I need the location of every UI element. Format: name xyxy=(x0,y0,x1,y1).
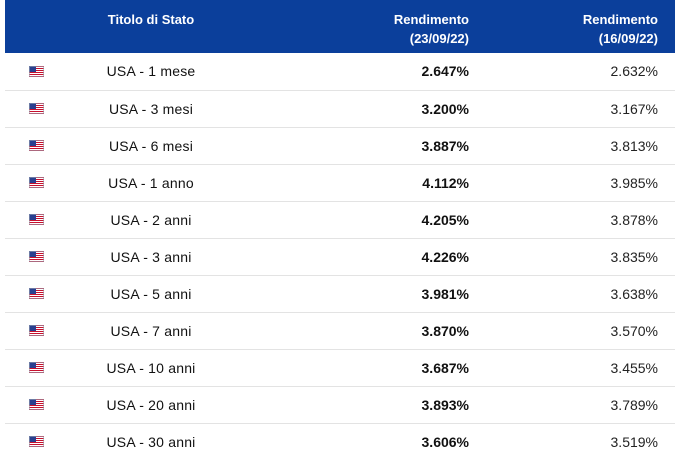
prior-yield-value: 3.878% xyxy=(610,211,658,228)
prior-yield-value: 3.455% xyxy=(610,359,658,376)
prior-yield-value: 2.632% xyxy=(610,63,658,80)
us-flag-icon xyxy=(29,65,62,77)
current-yield-value: 3.687% xyxy=(421,359,469,376)
header-prior-yield-label: Rendimento xyxy=(582,12,658,27)
bond-name: USA - 3 mesi xyxy=(108,100,194,117)
us-flag-icon xyxy=(29,288,62,299)
bond-name: USA - 1 mese xyxy=(106,63,196,80)
table-header-row: Titolo di Stato Rendimento (23/09/22) Re… xyxy=(5,0,675,53)
treasury-yield-table: Titolo di Stato Rendimento (23/09/22) Re… xyxy=(5,0,675,460)
current-yield-value: 4.205% xyxy=(421,211,469,228)
current-yield-value: 4.226% xyxy=(421,248,469,265)
header-prior-yield-date: (16/09/22) xyxy=(598,31,658,46)
flag-cell xyxy=(5,238,63,275)
header-prior-yield-column: Rendimento (16/09/22) xyxy=(486,0,675,53)
flag-cell xyxy=(5,127,63,164)
bond-name: USA - 5 anni xyxy=(110,285,192,302)
flag-cell xyxy=(5,386,63,423)
prior-yield-value: 3.789% xyxy=(610,396,658,413)
bond-name: USA - 6 mesi xyxy=(108,137,194,154)
flag-cell xyxy=(5,349,63,386)
current-yield-value: 3.893% xyxy=(421,396,469,413)
current-yield-value: 3.200% xyxy=(421,100,469,117)
us-flag-icon xyxy=(29,325,62,336)
current-yield-value: 3.981% xyxy=(421,285,469,302)
prior-yield-value: 3.570% xyxy=(610,322,658,339)
table-row: USA - 5 anni 3.981% 3.638% xyxy=(5,275,675,312)
table-row: USA - 30 anni 3.606% 3.519% xyxy=(5,423,675,460)
prior-yield-value: 3.167% xyxy=(610,100,658,117)
flag-cell xyxy=(5,90,63,127)
current-yield-value: 3.887% xyxy=(421,137,469,154)
bond-name: USA - 1 anno xyxy=(108,174,194,191)
table-row: USA - 10 anni 3.687% 3.455% xyxy=(5,349,675,386)
header-title-label: Titolo di Stato xyxy=(107,12,195,27)
flag-cell xyxy=(5,312,63,349)
table-row: USA - 6 mesi 3.887% 3.813% xyxy=(5,127,675,164)
us-flag-icon xyxy=(29,362,62,373)
prior-yield-value: 3.638% xyxy=(610,285,658,302)
table-row: USA - 1 anno 4.112% 3.985% xyxy=(5,164,675,201)
table-row: USA - 1 mese 2.647% 2.632% xyxy=(5,53,675,90)
prior-yield-value: 3.835% xyxy=(610,248,658,265)
current-yield-value: 3.870% xyxy=(421,322,469,339)
flag-cell xyxy=(5,275,63,312)
table-row: USA - 2 anni 4.205% 3.878% xyxy=(5,201,675,238)
flag-cell xyxy=(5,423,63,460)
us-flag-icon xyxy=(29,436,62,448)
us-flag-icon xyxy=(29,251,62,262)
current-yield-value: 4.112% xyxy=(422,174,469,191)
table-row: USA - 7 anni 3.870% 3.570% xyxy=(5,312,675,349)
flag-cell xyxy=(5,201,63,238)
header-current-yield-column: Rendimento (23/09/22) xyxy=(239,0,486,53)
bond-name: USA - 3 anni xyxy=(110,248,192,265)
bond-name: USA - 7 anni xyxy=(110,322,192,339)
us-flag-icon xyxy=(29,140,62,151)
table-row: USA - 3 anni 4.226% 3.835% xyxy=(5,238,675,275)
current-yield-value: 2.647% xyxy=(421,63,469,80)
prior-yield-value: 3.985% xyxy=(610,174,658,191)
bond-name: USA - 30 anni xyxy=(106,433,196,450)
prior-yield-value: 3.519% xyxy=(610,433,658,450)
us-flag-icon xyxy=(29,399,62,410)
us-flag-icon xyxy=(29,177,62,188)
current-yield-value: 3.606% xyxy=(421,433,469,450)
header-current-yield-label: Rendimento xyxy=(393,12,469,27)
header-flag-column xyxy=(5,0,63,53)
us-flag-icon xyxy=(29,103,62,114)
header-title-column: Titolo di Stato xyxy=(63,0,239,53)
us-flag-icon xyxy=(29,214,62,225)
prior-yield-value: 3.813% xyxy=(610,137,658,154)
flag-cell xyxy=(5,53,63,90)
bond-name: USA - 20 anni xyxy=(106,396,196,413)
bond-name: USA - 10 anni xyxy=(106,359,196,376)
table-body: USA - 1 mese 2.647% 2.632% USA - 3 mesi 3.20… xyxy=(5,53,675,460)
header-current-yield-date: (23/09/22) xyxy=(409,31,469,46)
bond-name: USA - 2 anni xyxy=(110,211,192,228)
table-row: USA - 3 mesi 3.200% 3.167% xyxy=(5,90,675,127)
table-row: USA - 20 anni 3.893% 3.789% xyxy=(5,386,675,423)
flag-cell xyxy=(5,164,63,201)
